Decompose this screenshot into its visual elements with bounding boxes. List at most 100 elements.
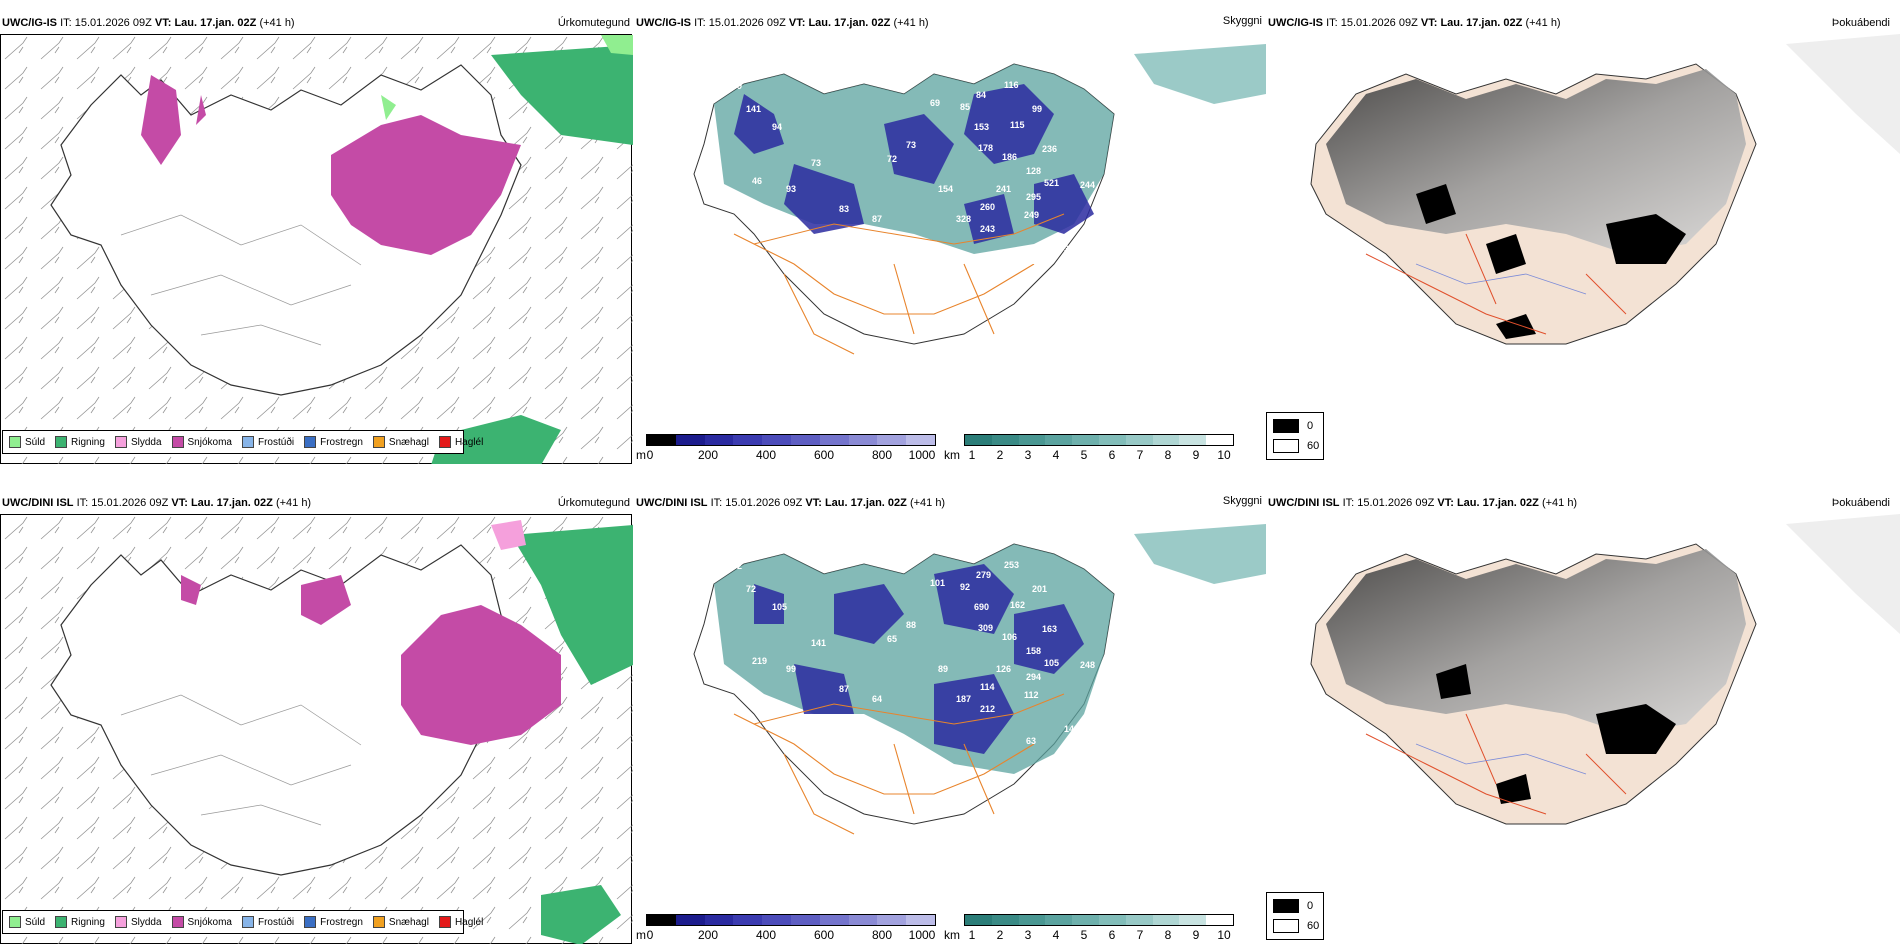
vt-label: VT:	[154, 17, 172, 29]
cloud-base-value: 248	[1080, 660, 1095, 670]
cloud-base-value: 117	[1026, 256, 1041, 266]
colorbar-segment	[647, 435, 676, 445]
legend-item: Rigning	[55, 916, 105, 928]
visibility-tick: 7	[1136, 928, 1144, 942]
colorbar-segment	[877, 435, 907, 445]
lead-time: (+41 h)	[893, 17, 929, 29]
cloud-base-value: 279	[976, 570, 991, 580]
ceiling-tick: 0	[646, 448, 654, 462]
legend-item: Rigning	[55, 436, 105, 448]
model-name: UWC/IG-IS	[636, 17, 691, 29]
it-value: 15.01.2026 09Z	[1340, 17, 1418, 29]
cloud-base-value: 244	[1080, 180, 1095, 190]
legend-swatch-graupel	[372, 916, 385, 928]
colorbar-segment	[675, 435, 705, 445]
colorbar-segment	[675, 915, 705, 925]
ceiling-tick: 800	[871, 448, 893, 462]
cloud-base-value: 521	[1044, 178, 1059, 188]
fog-label-0: 0	[1307, 420, 1314, 432]
fog-label-60: 60	[1307, 440, 1320, 452]
vt-label: VT:	[171, 497, 188, 509]
cloud-base-labels: 99 141 94 46 93 73 83 87 72 73 69 85 84 153 116 115 99 17…	[732, 80, 1095, 266]
visibility-tick: 3	[1024, 928, 1032, 942]
colorbar-segment	[1018, 915, 1046, 925]
cloud-base-value: 219	[752, 656, 767, 666]
model-name: UWC/DINI ISL	[636, 497, 708, 509]
visibility-tick: 4	[1052, 448, 1060, 462]
legend-item: Snjókoma	[171, 916, 232, 928]
visibility-map: 92 72 105 219 99 141 87 64 65 88 101 92 279 690 253 162…	[634, 514, 1266, 914]
colorbar-segment	[1152, 435, 1180, 445]
colorbar-segment	[848, 435, 878, 445]
colorbar-segment	[965, 435, 992, 445]
visibility-tick: 10	[1217, 928, 1231, 942]
vt-label: VT:	[788, 17, 806, 29]
it-value: 15.01.2026 09Z	[708, 17, 786, 29]
ceiling-unit: m	[636, 928, 646, 942]
cloud-base-value: 141	[746, 104, 761, 114]
vt-label: VT:	[805, 497, 822, 509]
model-name: UWC/DINI ISL	[1268, 497, 1340, 509]
fog-swatch-0	[1273, 419, 1299, 433]
cloud-base-value: 212	[980, 704, 995, 714]
cloud-base-value: 236	[1042, 144, 1057, 154]
it-value: 15.01.2026 09Z	[725, 497, 803, 509]
colorbar-segment	[906, 435, 935, 445]
legend-swatch-freezing-rain	[304, 436, 317, 448]
panel-header: UWC/DINI ISL IT: 15.01.2026 09Z VT: Lau.…	[636, 494, 945, 512]
legend-swatch-freezing-rain	[304, 916, 317, 928]
cloud-base-value: 158	[1026, 646, 1041, 656]
legend-item: Slydda	[114, 916, 162, 928]
colorbar-segment	[790, 915, 820, 925]
cloud-base-value: 295	[1026, 192, 1041, 202]
visibility-tick: 2	[996, 448, 1004, 462]
visibility-tick: 4	[1052, 928, 1060, 942]
colorbar-segment	[790, 435, 820, 445]
visibility-tick: 9	[1192, 448, 1200, 462]
legend-item: Súld	[9, 916, 45, 928]
visibility-colorbar: km 1 2 3 4 5 6 7 8 9 10	[944, 914, 1254, 944]
fog-map	[1266, 34, 1900, 434]
ceiling-tick: 600	[813, 448, 835, 462]
colorbar-segment	[877, 915, 907, 925]
colorbar-segment	[1098, 435, 1126, 445]
cloud-base-value: 249	[1024, 210, 1039, 220]
panel-title: Úrkomutegund	[557, 497, 630, 509]
cloud-base-value: 241	[996, 184, 1011, 194]
visibility-tick: 6	[1108, 928, 1116, 942]
visibility-tick: 5	[1080, 928, 1088, 942]
cloud-base-value: 187	[956, 694, 971, 704]
legend-swatch-freezing-drizzle	[241, 436, 254, 448]
visibility-tick: 8	[1164, 448, 1172, 462]
ceiling-colorbar: m 0 200 400 600 800 1000	[636, 434, 941, 464]
visibility-tick: 1	[968, 448, 976, 462]
cloud-base-value: 92	[960, 582, 970, 592]
visibility-tick: 8	[1164, 928, 1172, 942]
cloud-base-value: 105	[772, 602, 787, 612]
panel-title: Skyggni	[1222, 495, 1262, 507]
precip-type-legend: Súld Rigning Slydda Snjókoma Frostúði Fr…	[2, 430, 483, 454]
colorbar-segment	[1045, 435, 1073, 445]
cloud-base-value: 116	[1004, 80, 1019, 90]
vt-value: Lau. 17.jan. 02Z	[1456, 497, 1539, 509]
visibility-tick: 7	[1136, 448, 1144, 462]
colorbar-segment	[965, 915, 992, 925]
cloud-base-value: 99	[1032, 104, 1042, 114]
panel-title: Úrkomutegund	[557, 17, 630, 29]
legend-swatch-drizzle	[9, 436, 21, 448]
visibility-tick: 6	[1108, 448, 1116, 462]
visibility-panel-row1: UWC/IG-IS IT: 15.01.2026 09Z VT: Lau. 17…	[634, 14, 1266, 464]
vt-value: Lau. 17.jan. 02Z	[824, 497, 907, 509]
cloud-base-value: 309	[978, 623, 993, 633]
cloud-base-value: 73	[811, 158, 821, 168]
visibility-tick: 3	[1024, 448, 1032, 462]
fog-legend: 0 60	[1266, 892, 1324, 940]
precip-map	[0, 514, 633, 944]
cloud-base-value: 387	[1064, 244, 1079, 254]
cloud-base-value: 153	[974, 122, 989, 132]
colorbar-segment	[1152, 915, 1180, 925]
legend-swatch-freezing-drizzle	[241, 916, 254, 928]
it-label: IT:	[694, 17, 706, 29]
cloud-base-value: 101	[930, 578, 945, 588]
cloud-base-value: 85	[960, 102, 970, 112]
